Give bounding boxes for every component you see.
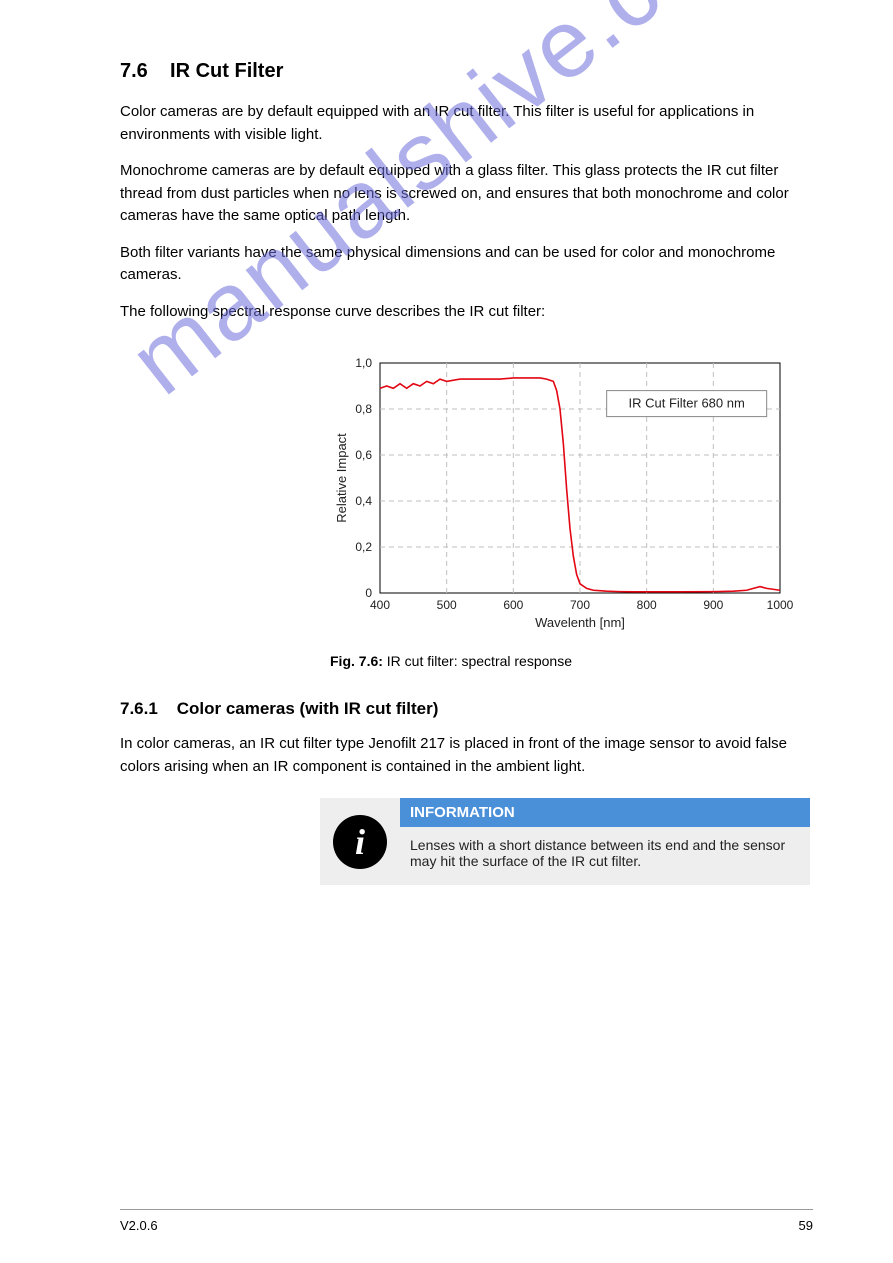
svg-text:1000: 1000 [767,598,794,612]
svg-text:400: 400 [370,598,390,612]
footer-version: V2.0.6 [120,1218,158,1233]
info-icon: i [333,815,387,869]
svg-text:Relative Impact: Relative Impact [334,433,349,523]
svg-text:Wavelenth [nm]: Wavelenth [nm] [535,615,625,630]
svg-text:500: 500 [437,598,457,612]
chart-container: 400 500 600 700 800 900 1000 0 0,2 0,4 0,6 0,8 1,0 Wa… [330,353,813,669]
svg-text:800: 800 [637,598,657,612]
svg-text:900: 900 [703,598,723,612]
subsection-heading: 7.6.1 Color cameras (with IR cut filter) [120,699,813,719]
paragraph-3: Both filter variants have the same physi… [120,242,813,287]
subsection-body: In color cameras, an IR cut filter type … [120,733,813,778]
paragraph-4: The following spectral response curve de… [120,301,813,324]
svg-text:IR Cut Filter 680 nm: IR Cut Filter 680 nm [629,396,745,411]
section-title: IR Cut Filter [170,60,283,82]
page-root: manualshive.com 7.6 IR Cut Filter Color … [0,0,893,1263]
subsection-title: Color cameras (with IR cut filter) [177,699,439,718]
svg-text:0,2: 0,2 [355,540,372,554]
svg-text:0,6: 0,6 [355,448,372,462]
section-heading: 7.6 IR Cut Filter [120,60,813,83]
info-body: Lenses with a short distance between its… [400,827,810,885]
paragraph-1: Color cameras are by default equipped wi… [120,101,813,146]
figure-caption: Fig. 7.6: IR cut filter: spectral respon… [330,653,813,669]
figure-caption-text: IR cut filter: spectral response [387,653,572,669]
svg-text:600: 600 [503,598,523,612]
svg-text:1,0: 1,0 [355,356,372,370]
info-header: INFORMATION [400,798,810,827]
page-footer: V2.0.6 59 [120,1209,813,1233]
figure-caption-prefix: Fig. [330,653,355,669]
figure-caption-label: 7.6: [359,653,383,669]
paragraph-2: Monochrome cameras are by default equipp… [120,160,813,228]
ir-filter-chart: 400 500 600 700 800 900 1000 0 0,2 0,4 0,6 0,8 1,0 Wa… [330,353,800,643]
footer-page-number: 59 [799,1218,813,1233]
info-right: INFORMATION Lenses with a short distance… [400,798,810,885]
subsection-number: 7.6.1 [120,699,158,718]
section-number: 7.6 [120,60,148,82]
info-icon-cell: i [320,798,400,885]
svg-text:0: 0 [365,586,372,600]
info-box: i INFORMATION Lenses with a short distan… [320,798,810,885]
svg-text:0,8: 0,8 [355,402,372,416]
svg-text:700: 700 [570,598,590,612]
svg-text:0,4: 0,4 [355,494,372,508]
